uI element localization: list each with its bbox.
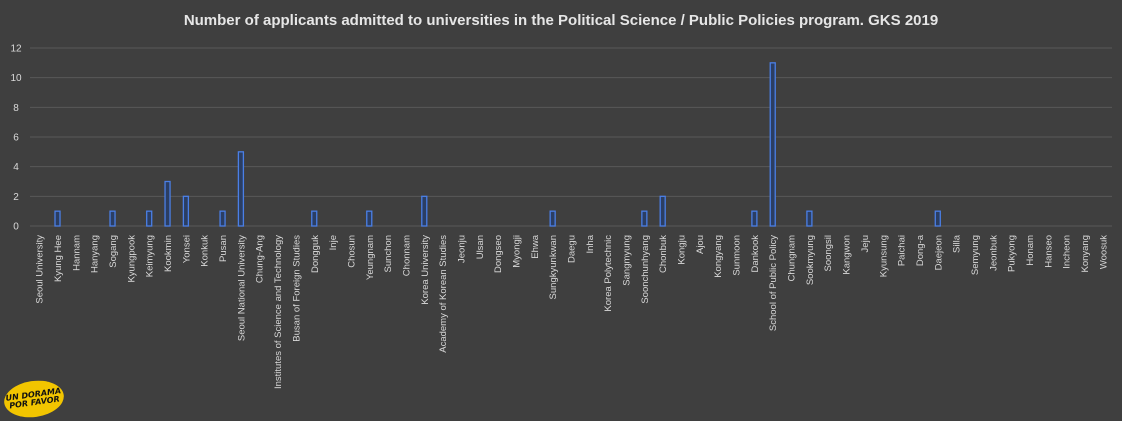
x-tick-label: Ajou	[695, 235, 706, 254]
x-tick-label: Kongyang	[713, 235, 724, 278]
x-tick-label: Sookmyung	[805, 235, 816, 285]
x-tick-label: Ehwa	[530, 234, 541, 258]
x-tick-label: Seoul University	[35, 235, 46, 304]
bar	[109, 210, 116, 227]
x-tick-label: Daegu	[567, 235, 578, 263]
x-tick-label: Hanseo	[1043, 235, 1054, 268]
x-tick-label: Kyunsung	[878, 235, 889, 277]
x-tick-label: Dongguk	[310, 235, 321, 273]
x-tick-label: Academy of Korean Studies	[438, 235, 449, 353]
x-tick-label: Chung-Ang	[255, 235, 266, 283]
bar	[659, 195, 666, 227]
x-tick-label: Jeonju	[456, 235, 467, 263]
bar	[164, 180, 171, 227]
x-tick-label: Jeonbuk	[988, 235, 999, 271]
x-tick-label: Hannam	[71, 235, 82, 271]
x-tick-label: Semyung	[970, 235, 981, 275]
x-tick-label: Inha	[585, 234, 596, 253]
x-tick-label: Kyungpook	[126, 235, 137, 283]
bar	[751, 210, 758, 227]
x-tick-label: Korea University	[420, 235, 431, 305]
y-tick-label: 0	[13, 222, 19, 233]
x-tick-label: Kyung Hee	[53, 235, 64, 282]
x-tick-label: Seoul National University	[236, 235, 247, 341]
x-tick-label: Silla	[952, 234, 963, 253]
x-tick-label: Korea Polytechnic	[603, 235, 614, 312]
x-tick-label: Dongseo	[493, 235, 504, 273]
bar	[421, 195, 428, 227]
x-tick-label: Inje	[328, 235, 339, 250]
y-tick-label: 12	[10, 44, 22, 55]
x-tick-label: Honam	[1025, 235, 1036, 266]
x-tick-label: Institutes of Science and Technology	[273, 235, 284, 389]
bar	[549, 210, 556, 227]
y-tick-label: 4	[13, 162, 19, 173]
x-tick-label: Kangwon	[842, 235, 853, 275]
x-tick-label: Chosun	[346, 235, 357, 268]
x-tick-label: School of Public Policy	[768, 235, 779, 331]
x-tick-label: Yeungnam	[365, 235, 376, 280]
x-tick-label: Kongju	[677, 235, 688, 265]
bar	[806, 210, 813, 227]
x-tick-label: Sunmoon	[732, 235, 743, 276]
y-tick-label: 8	[13, 103, 19, 114]
x-tick-label: Busan of Foreign Studies	[291, 235, 302, 342]
bar	[769, 62, 776, 227]
x-tick-label: Soongsil	[823, 235, 834, 271]
x-tick-label: Sangmyung	[622, 235, 633, 286]
y-tick-label: 10	[10, 73, 22, 84]
y-axis-ticks: 0 2 4 6 8 10 12	[10, 44, 22, 233]
x-tick-label: Jeju	[860, 235, 871, 252]
bar	[146, 210, 153, 227]
x-tick-label: Dankook	[750, 235, 761, 273]
x-tick-label: Sunchon	[383, 235, 394, 273]
x-tick-label: Kookmin	[163, 235, 174, 272]
bar	[219, 210, 226, 227]
x-tick-label: Ulsan	[475, 235, 486, 259]
x-axis-ticks: Seoul University Kyung Hee Hannam Hanyang So…	[35, 234, 1110, 389]
y-tick-label: 6	[13, 133, 19, 144]
x-tick-label: Sogang	[108, 235, 119, 268]
x-tick-label: Chungnam	[787, 235, 798, 282]
x-tick-label: Chonnam	[401, 235, 412, 276]
bar	[641, 210, 648, 227]
x-tick-label: Sungkyunkwan	[548, 235, 559, 299]
x-tick-label: Hanyang	[90, 235, 101, 273]
x-tick-label: Woosuk	[1098, 235, 1109, 269]
bar	[366, 210, 373, 227]
bar	[934, 210, 941, 227]
chart-title: Number of applicants admitted to univers…	[183, 12, 939, 29]
x-tick-label: Daejeon	[933, 235, 944, 270]
gridlines	[30, 47, 1112, 227]
x-tick-label: Myongji	[511, 235, 522, 268]
y-tick-label: 2	[13, 192, 19, 203]
x-tick-label: Soonchunhyang	[640, 235, 651, 304]
x-tick-label: Keimyung	[145, 235, 156, 277]
x-tick-label: Dong-a	[915, 234, 926, 266]
x-tick-label: Pukyong	[1007, 235, 1018, 272]
bars	[54, 62, 941, 227]
x-tick-label: Konyang	[1080, 235, 1091, 273]
bar	[182, 195, 190, 227]
x-tick-label: Yonsei	[181, 235, 192, 263]
bar	[311, 210, 318, 227]
x-tick-label: Pusan	[218, 235, 229, 262]
bar	[54, 210, 61, 227]
x-tick-label: Konkuk	[200, 235, 211, 267]
x-tick-label: Incheon	[1062, 235, 1073, 269]
bar	[237, 151, 245, 227]
x-tick-label: Paichai	[897, 235, 908, 266]
x-tick-label: Chonbuk	[658, 235, 669, 273]
